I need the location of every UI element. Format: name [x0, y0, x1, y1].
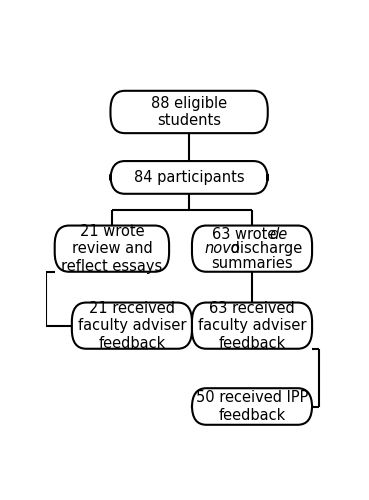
Text: 88 eligible
students: 88 eligible students: [151, 96, 227, 128]
FancyBboxPatch shape: [110, 91, 268, 133]
Text: 63 wrote: 63 wrote: [212, 226, 281, 242]
FancyBboxPatch shape: [110, 161, 268, 194]
Text: novo: novo: [205, 241, 241, 256]
Text: summaries: summaries: [211, 256, 293, 271]
Text: discharge: discharge: [226, 241, 302, 256]
Text: 21 received
faculty adviser
feedback: 21 received faculty adviser feedback: [77, 300, 186, 350]
FancyBboxPatch shape: [192, 226, 312, 272]
FancyBboxPatch shape: [192, 388, 312, 425]
Text: 84 participants: 84 participants: [134, 170, 244, 185]
Text: de: de: [269, 226, 287, 242]
FancyBboxPatch shape: [55, 226, 169, 272]
FancyBboxPatch shape: [72, 302, 192, 349]
FancyBboxPatch shape: [192, 302, 312, 349]
Text: 50 received IPP
feedback: 50 received IPP feedback: [196, 390, 308, 422]
Text: 63 received
faculty adviser
feedback: 63 received faculty adviser feedback: [198, 300, 306, 350]
Text: 21 wrote
review and
reflect essays: 21 wrote review and reflect essays: [61, 224, 162, 274]
